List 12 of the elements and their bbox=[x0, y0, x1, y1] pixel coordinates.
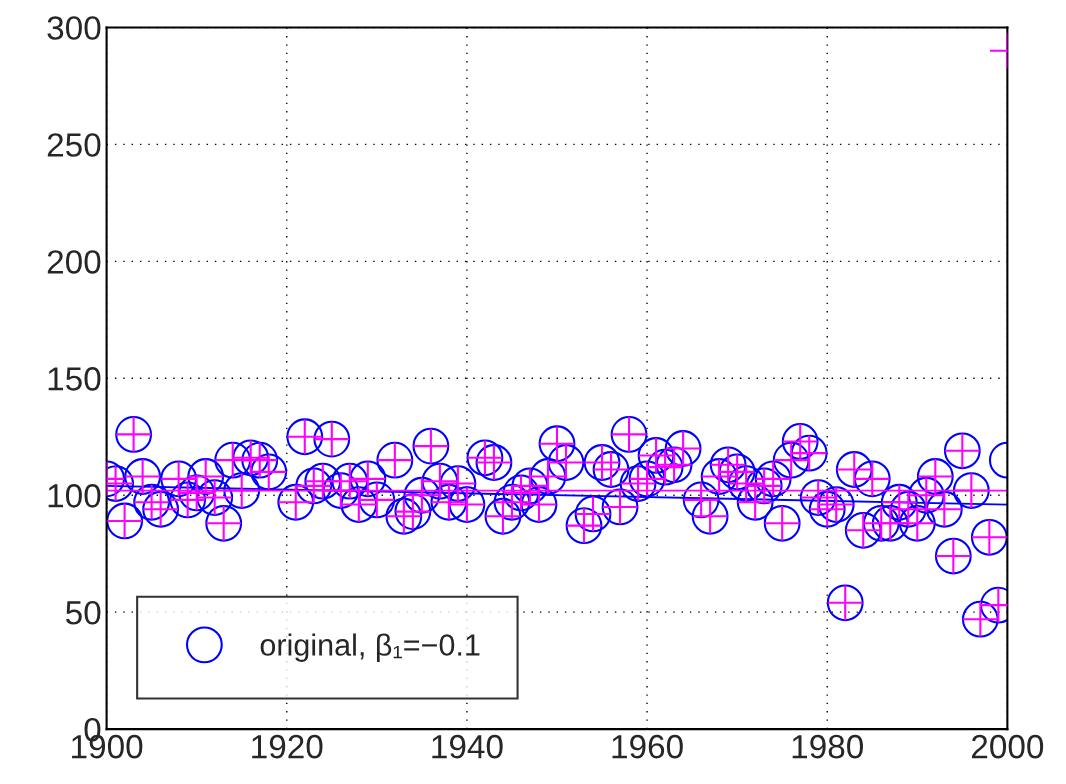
y-tick-label: 150 bbox=[48, 367, 101, 391]
x-tick-label: 1960 bbox=[612, 734, 683, 759]
legend-label: original, β₁=−0.1 bbox=[260, 633, 480, 662]
x-tick-label: 1980 bbox=[792, 734, 863, 759]
x-tick-label: 2000 bbox=[971, 734, 1044, 759]
x-tick-label: 1940 bbox=[432, 734, 503, 759]
y-tick-label: 100 bbox=[48, 484, 101, 508]
x-tick-label: 1920 bbox=[252, 734, 323, 759]
y-tick-label: 200 bbox=[47, 250, 101, 274]
y-tick-label: 300 bbox=[47, 16, 101, 40]
y-tick-label: 50 bbox=[66, 600, 101, 625]
y-tick-label: 250 bbox=[47, 133, 101, 157]
